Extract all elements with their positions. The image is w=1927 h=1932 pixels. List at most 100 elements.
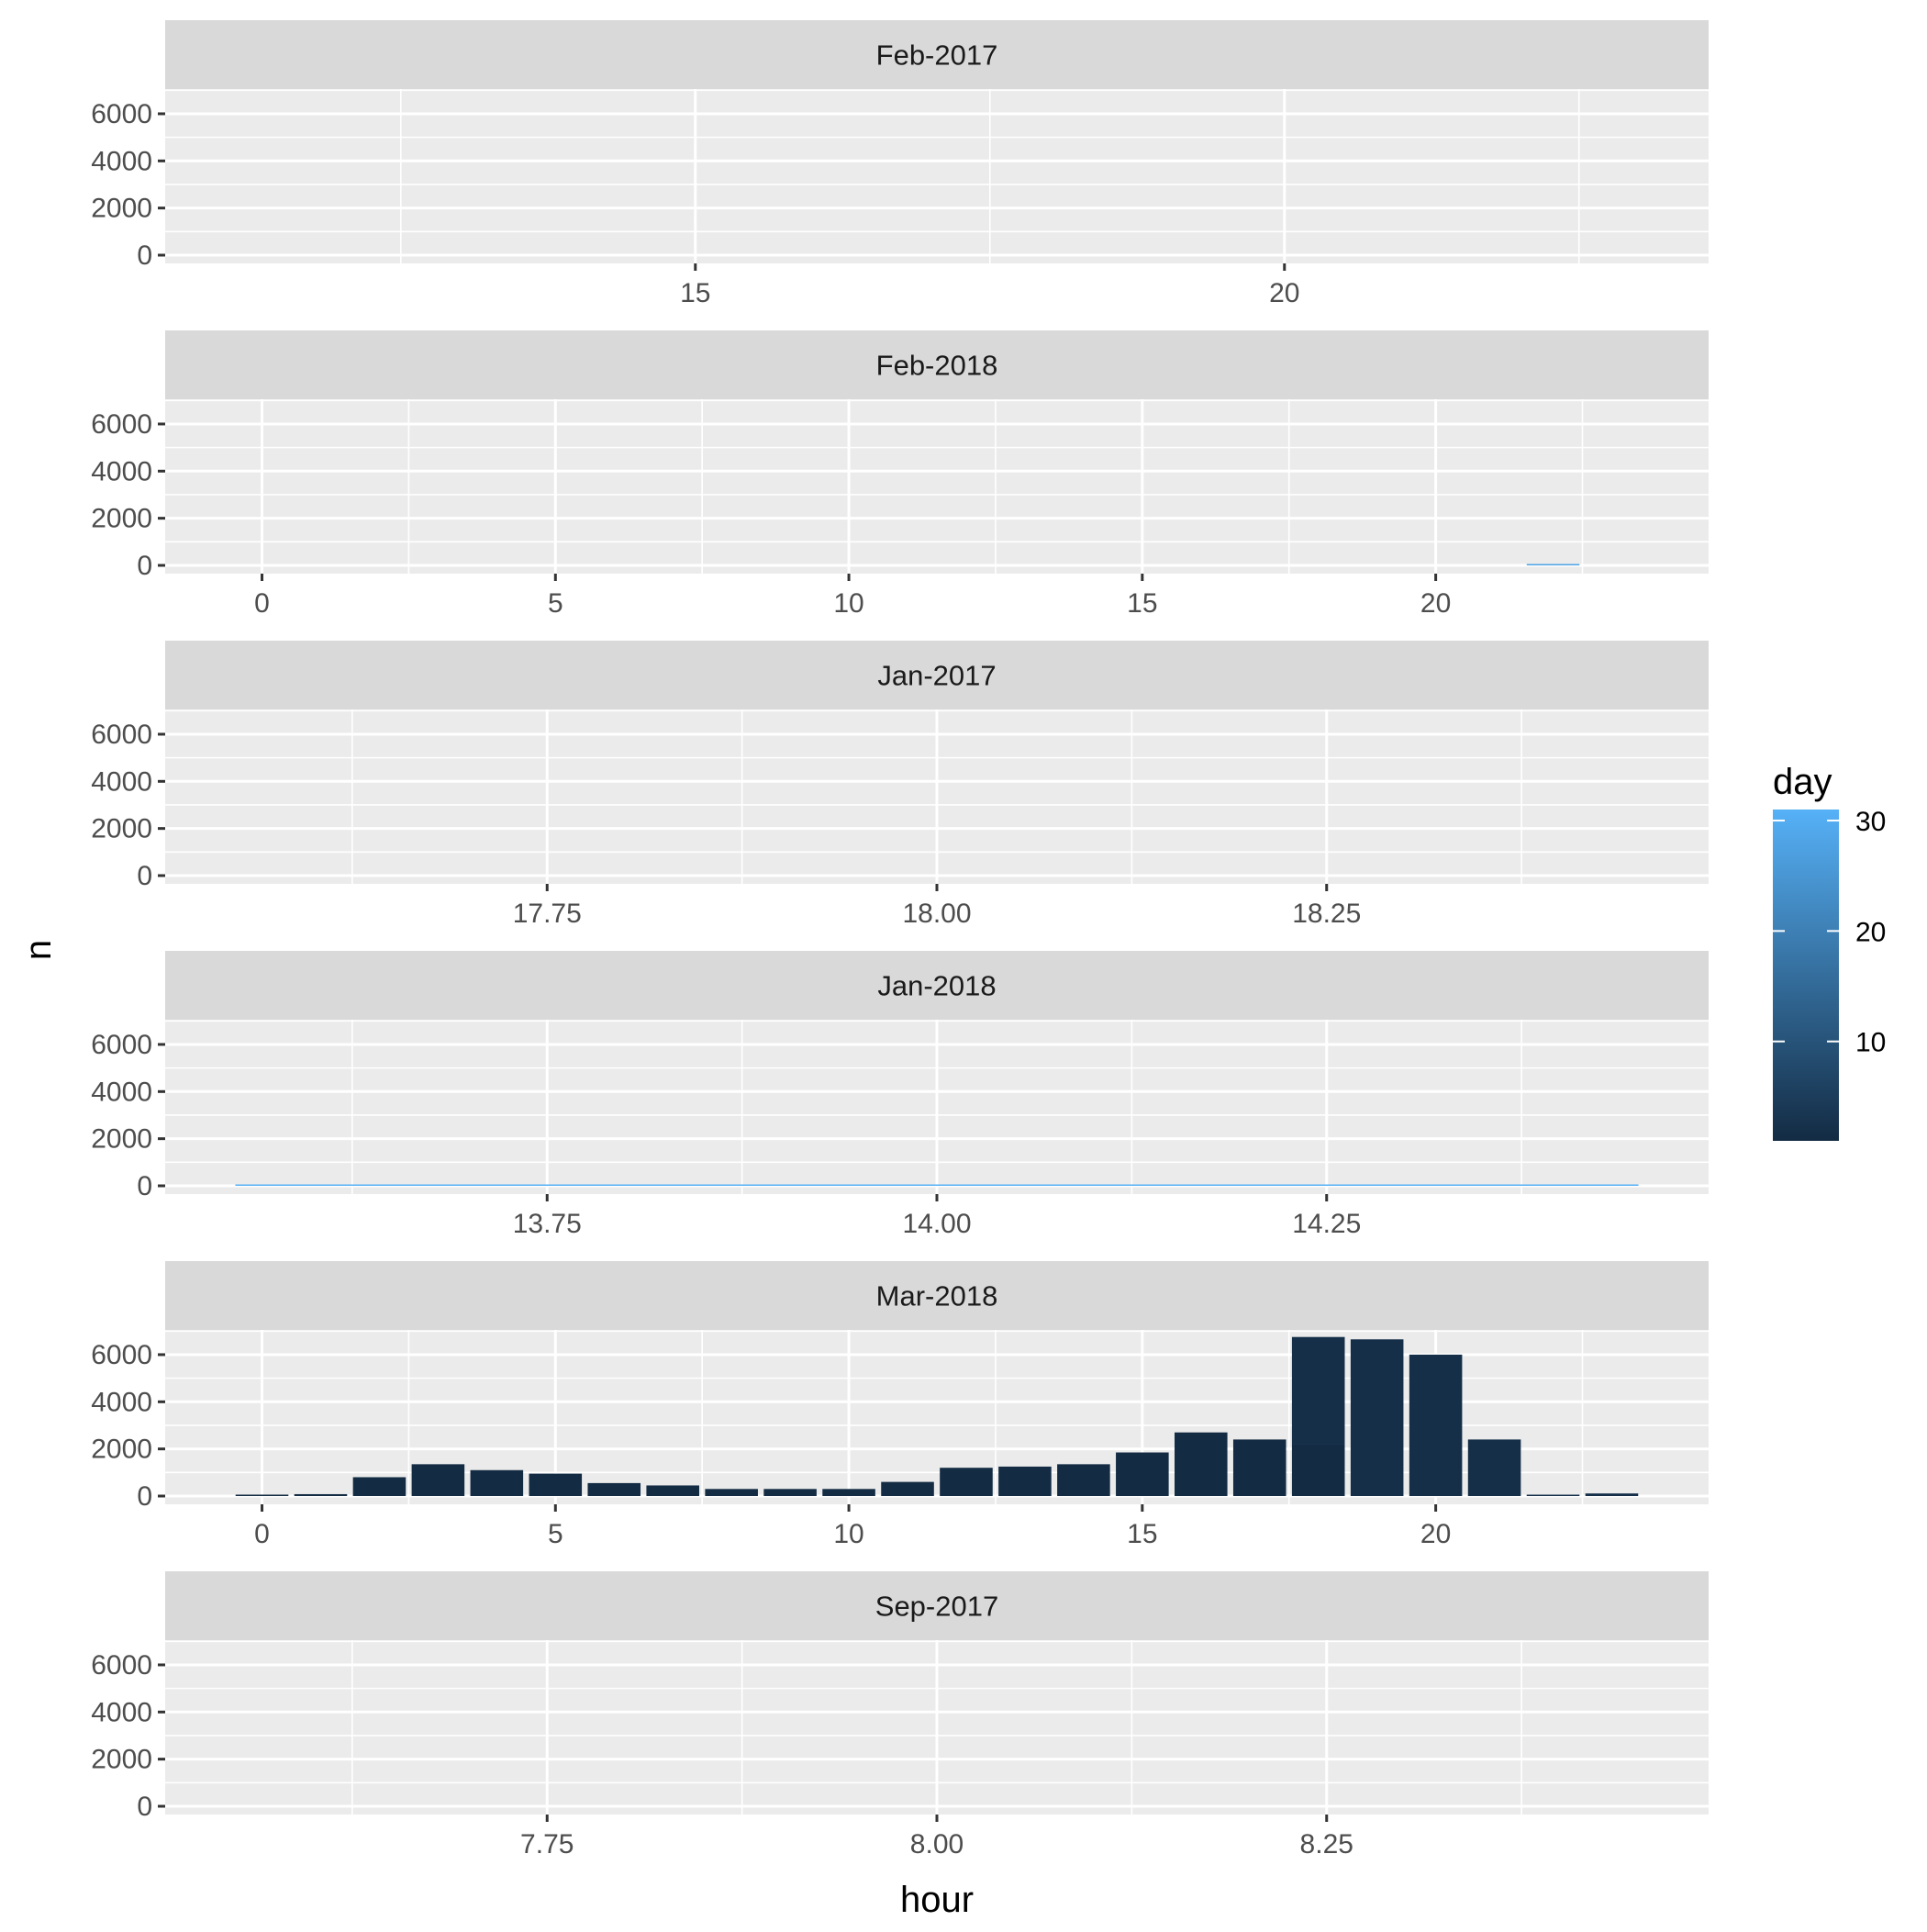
y-tick-label: 2000 bbox=[91, 1435, 152, 1465]
y-tick-label: 0 bbox=[137, 1171, 152, 1201]
y-tick-label: 4000 bbox=[91, 1077, 152, 1107]
x-tick-label: 20 bbox=[1269, 278, 1299, 308]
bar-hour-18 bbox=[1291, 1336, 1345, 1445]
bar-hour-0 bbox=[235, 1494, 289, 1497]
x-tick-label: 8.25 bbox=[1300, 1829, 1353, 1859]
bar-hour-18 bbox=[1291, 1444, 1345, 1497]
facet-panel-sep-2017: Sep-2017 0 2000 4000 6000 7.75 8.00 8.25 bbox=[91, 1571, 1709, 1859]
bar-hour-17 bbox=[1232, 1439, 1287, 1497]
facet-strip bbox=[165, 1261, 1709, 1330]
panel-background bbox=[165, 399, 1709, 574]
facet-strip-label: Jan-2017 bbox=[877, 660, 996, 692]
x-axis-title: hour bbox=[900, 1880, 974, 1920]
facet-panel-jan-2017: Jan-2017 0 2000 4000 6000 17.75 18.00 18.25 bbox=[91, 641, 1709, 929]
facet-strip-label: Feb-2018 bbox=[876, 350, 998, 382]
bar-hour-4 bbox=[470, 1469, 524, 1497]
x-tick-label: 10 bbox=[833, 1519, 863, 1549]
bar-hour-3 bbox=[411, 1464, 465, 1497]
y-tick-label: 6000 bbox=[91, 1340, 152, 1370]
x-tick-label: 15 bbox=[1127, 1519, 1157, 1549]
x-tick-label: 14.00 bbox=[902, 1209, 971, 1239]
bar-hour-22 bbox=[1526, 564, 1580, 566]
facet-panel-feb-2018: Feb-2018 0 2000 4000 6000 0 5 10 15 20 bbox=[91, 330, 1709, 619]
y-tick-label: 6000 bbox=[91, 1650, 152, 1681]
bar-hour-15 bbox=[1116, 1452, 1169, 1497]
bar-hour-22 bbox=[1526, 1494, 1580, 1497]
y-tick-label: 0 bbox=[137, 1792, 152, 1822]
facet-strip bbox=[165, 330, 1709, 399]
bar-hour-9 bbox=[763, 1489, 817, 1497]
y-tick-label: 0 bbox=[137, 240, 152, 271]
bar-hour-10 bbox=[822, 1489, 875, 1497]
x-tick-label: 15 bbox=[680, 278, 710, 308]
facet-strip-label: Sep-2017 bbox=[875, 1591, 998, 1623]
y-tick-label: 6000 bbox=[91, 720, 152, 750]
facet-strip bbox=[165, 1571, 1709, 1640]
y-axis-title: n bbox=[18, 940, 59, 960]
x-tick-label: 7.75 bbox=[520, 1829, 574, 1859]
x-tick-label: 5 bbox=[548, 1519, 563, 1549]
y-tick-label: 2000 bbox=[91, 814, 152, 844]
bar-hour-2 bbox=[352, 1477, 407, 1497]
bar-hour-16 bbox=[1175, 1432, 1228, 1497]
y-tick-label: 4000 bbox=[91, 146, 152, 176]
facet-panel-jan-2018: Jan-2018 0 2000 4000 6000 13.75 14.00 14.25 bbox=[91, 951, 1709, 1239]
facet-strip-label: Jan-2018 bbox=[877, 970, 996, 1002]
y-tick-label: 0 bbox=[137, 861, 152, 891]
y-tick-label: 0 bbox=[137, 551, 152, 581]
legend-tick-label: 10 bbox=[1855, 1028, 1886, 1058]
legend-tick-label: 20 bbox=[1855, 917, 1886, 947]
y-tick-label: 6000 bbox=[91, 409, 152, 440]
bar-hour-23 bbox=[1585, 1493, 1639, 1497]
x-tick-label: 18.00 bbox=[902, 899, 971, 929]
legend: day 10 20 30 bbox=[1773, 762, 1886, 1141]
facet-strip bbox=[165, 641, 1709, 709]
bar-hour-1 bbox=[294, 1493, 348, 1497]
bar-hour-13 bbox=[998, 1466, 1052, 1497]
x-tick-label: 13.75 bbox=[513, 1209, 582, 1239]
y-tick-label: 2000 bbox=[91, 1745, 152, 1775]
y-tick-label: 4000 bbox=[91, 1697, 152, 1727]
facet-panel-mar-2018: Mar-2018 0 2000 4000 6000 0 5 10 15 20 bbox=[91, 1261, 1709, 1549]
legend-title: day bbox=[1773, 762, 1832, 802]
panel-background bbox=[165, 89, 1709, 263]
facet-strip bbox=[165, 20, 1709, 89]
y-tick-label: 6000 bbox=[91, 99, 152, 129]
x-tick-label: 5 bbox=[548, 588, 563, 619]
bar-hour-7 bbox=[646, 1485, 699, 1497]
bar-hour-12 bbox=[940, 1468, 993, 1497]
legend-colorbar bbox=[1773, 810, 1839, 1141]
bar-hour-20 bbox=[1409, 1354, 1463, 1497]
facet-panel-feb-2017: Feb-2017 0 2000 4000 6000 15 20 bbox=[91, 20, 1709, 308]
bar-hour-14 bbox=[1057, 1464, 1110, 1497]
facet-strip-label: Mar-2018 bbox=[876, 1280, 998, 1312]
y-tick-label: 2000 bbox=[91, 504, 152, 534]
bar-hour-5 bbox=[529, 1473, 583, 1497]
x-tick-label: 8.00 bbox=[910, 1829, 964, 1859]
x-tick-label: 14.25 bbox=[1292, 1209, 1361, 1239]
bar-hour-6 bbox=[587, 1482, 641, 1497]
x-tick-label: 0 bbox=[254, 1519, 270, 1549]
bar-hour-8 bbox=[705, 1489, 758, 1497]
y-tick-label: 6000 bbox=[91, 1030, 152, 1060]
y-tick-label: 4000 bbox=[91, 1387, 152, 1417]
x-tick-label: 20 bbox=[1420, 1519, 1451, 1549]
x-tick-label: 0 bbox=[254, 588, 270, 619]
y-tick-label: 0 bbox=[137, 1481, 152, 1512]
x-tick-label: 17.75 bbox=[513, 899, 582, 929]
y-tick-label: 4000 bbox=[91, 456, 152, 486]
y-tick-label: 2000 bbox=[91, 1124, 152, 1155]
x-tick-label: 10 bbox=[833, 588, 863, 619]
legend-tick-label: 30 bbox=[1855, 807, 1886, 837]
bar-hour-19 bbox=[1350, 1339, 1404, 1497]
bar-hour-21 bbox=[1467, 1439, 1521, 1497]
bar-hour-14 bbox=[235, 1184, 1639, 1187]
bar-hour-11 bbox=[881, 1481, 934, 1497]
y-tick-label: 4000 bbox=[91, 766, 152, 797]
x-tick-label: 15 bbox=[1127, 588, 1157, 619]
x-tick-label: 18.25 bbox=[1292, 899, 1361, 929]
x-tick-label: 20 bbox=[1420, 588, 1451, 619]
facet-strip bbox=[165, 951, 1709, 1020]
